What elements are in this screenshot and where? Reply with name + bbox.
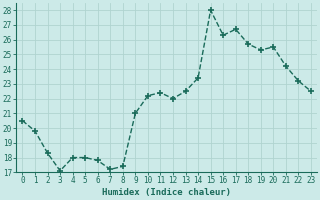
X-axis label: Humidex (Indice chaleur): Humidex (Indice chaleur) xyxy=(102,188,231,197)
